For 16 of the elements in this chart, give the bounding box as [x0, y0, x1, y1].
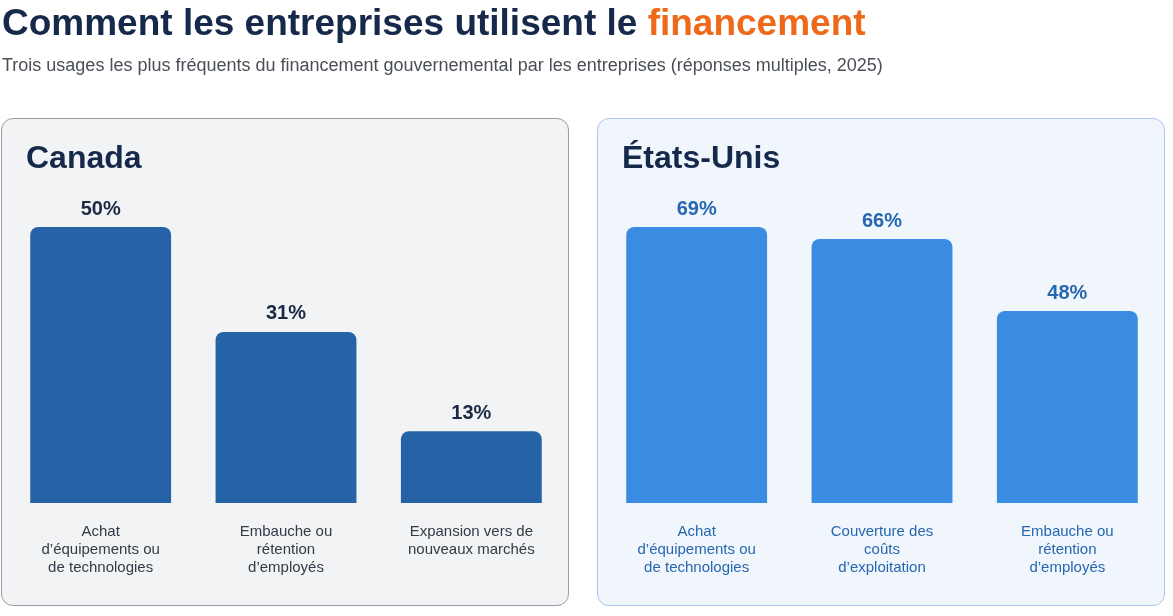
data-label: 69% — [676, 196, 717, 219]
text: Comment les entreprises utilisent le financement — [2, 2, 866, 44]
data-label: 50% — [80, 196, 121, 219]
data-label: 66% — [861, 208, 903, 231]
x-tick-label: Achat d’équipements ou de technologies — [637, 522, 756, 576]
x-tick-label: Achat d’équipements ou de technologies — [41, 522, 160, 576]
data-label: 48% — [1047, 280, 1088, 303]
x-tick-label: Couverture des coûts d’exploitation — [830, 522, 934, 576]
x-tick-label: Embauche ou rétention d’employés — [239, 522, 333, 576]
text: Trois usages les plus fréquents du financement gouvernemental par les entreprises (réponses multiples, 2025) — [2, 55, 883, 76]
chart-title: États-Unis — [622, 139, 781, 176]
x-tick-label: Embauche ou rétention d’employés — [1021, 522, 1114, 576]
data-label: 31% — [265, 301, 307, 324]
x-tick-label: Expansion vers de nouveaux marchés — [407, 522, 535, 558]
chart-title: Canada — [26, 139, 142, 176]
data-label: 13% — [451, 400, 492, 423]
